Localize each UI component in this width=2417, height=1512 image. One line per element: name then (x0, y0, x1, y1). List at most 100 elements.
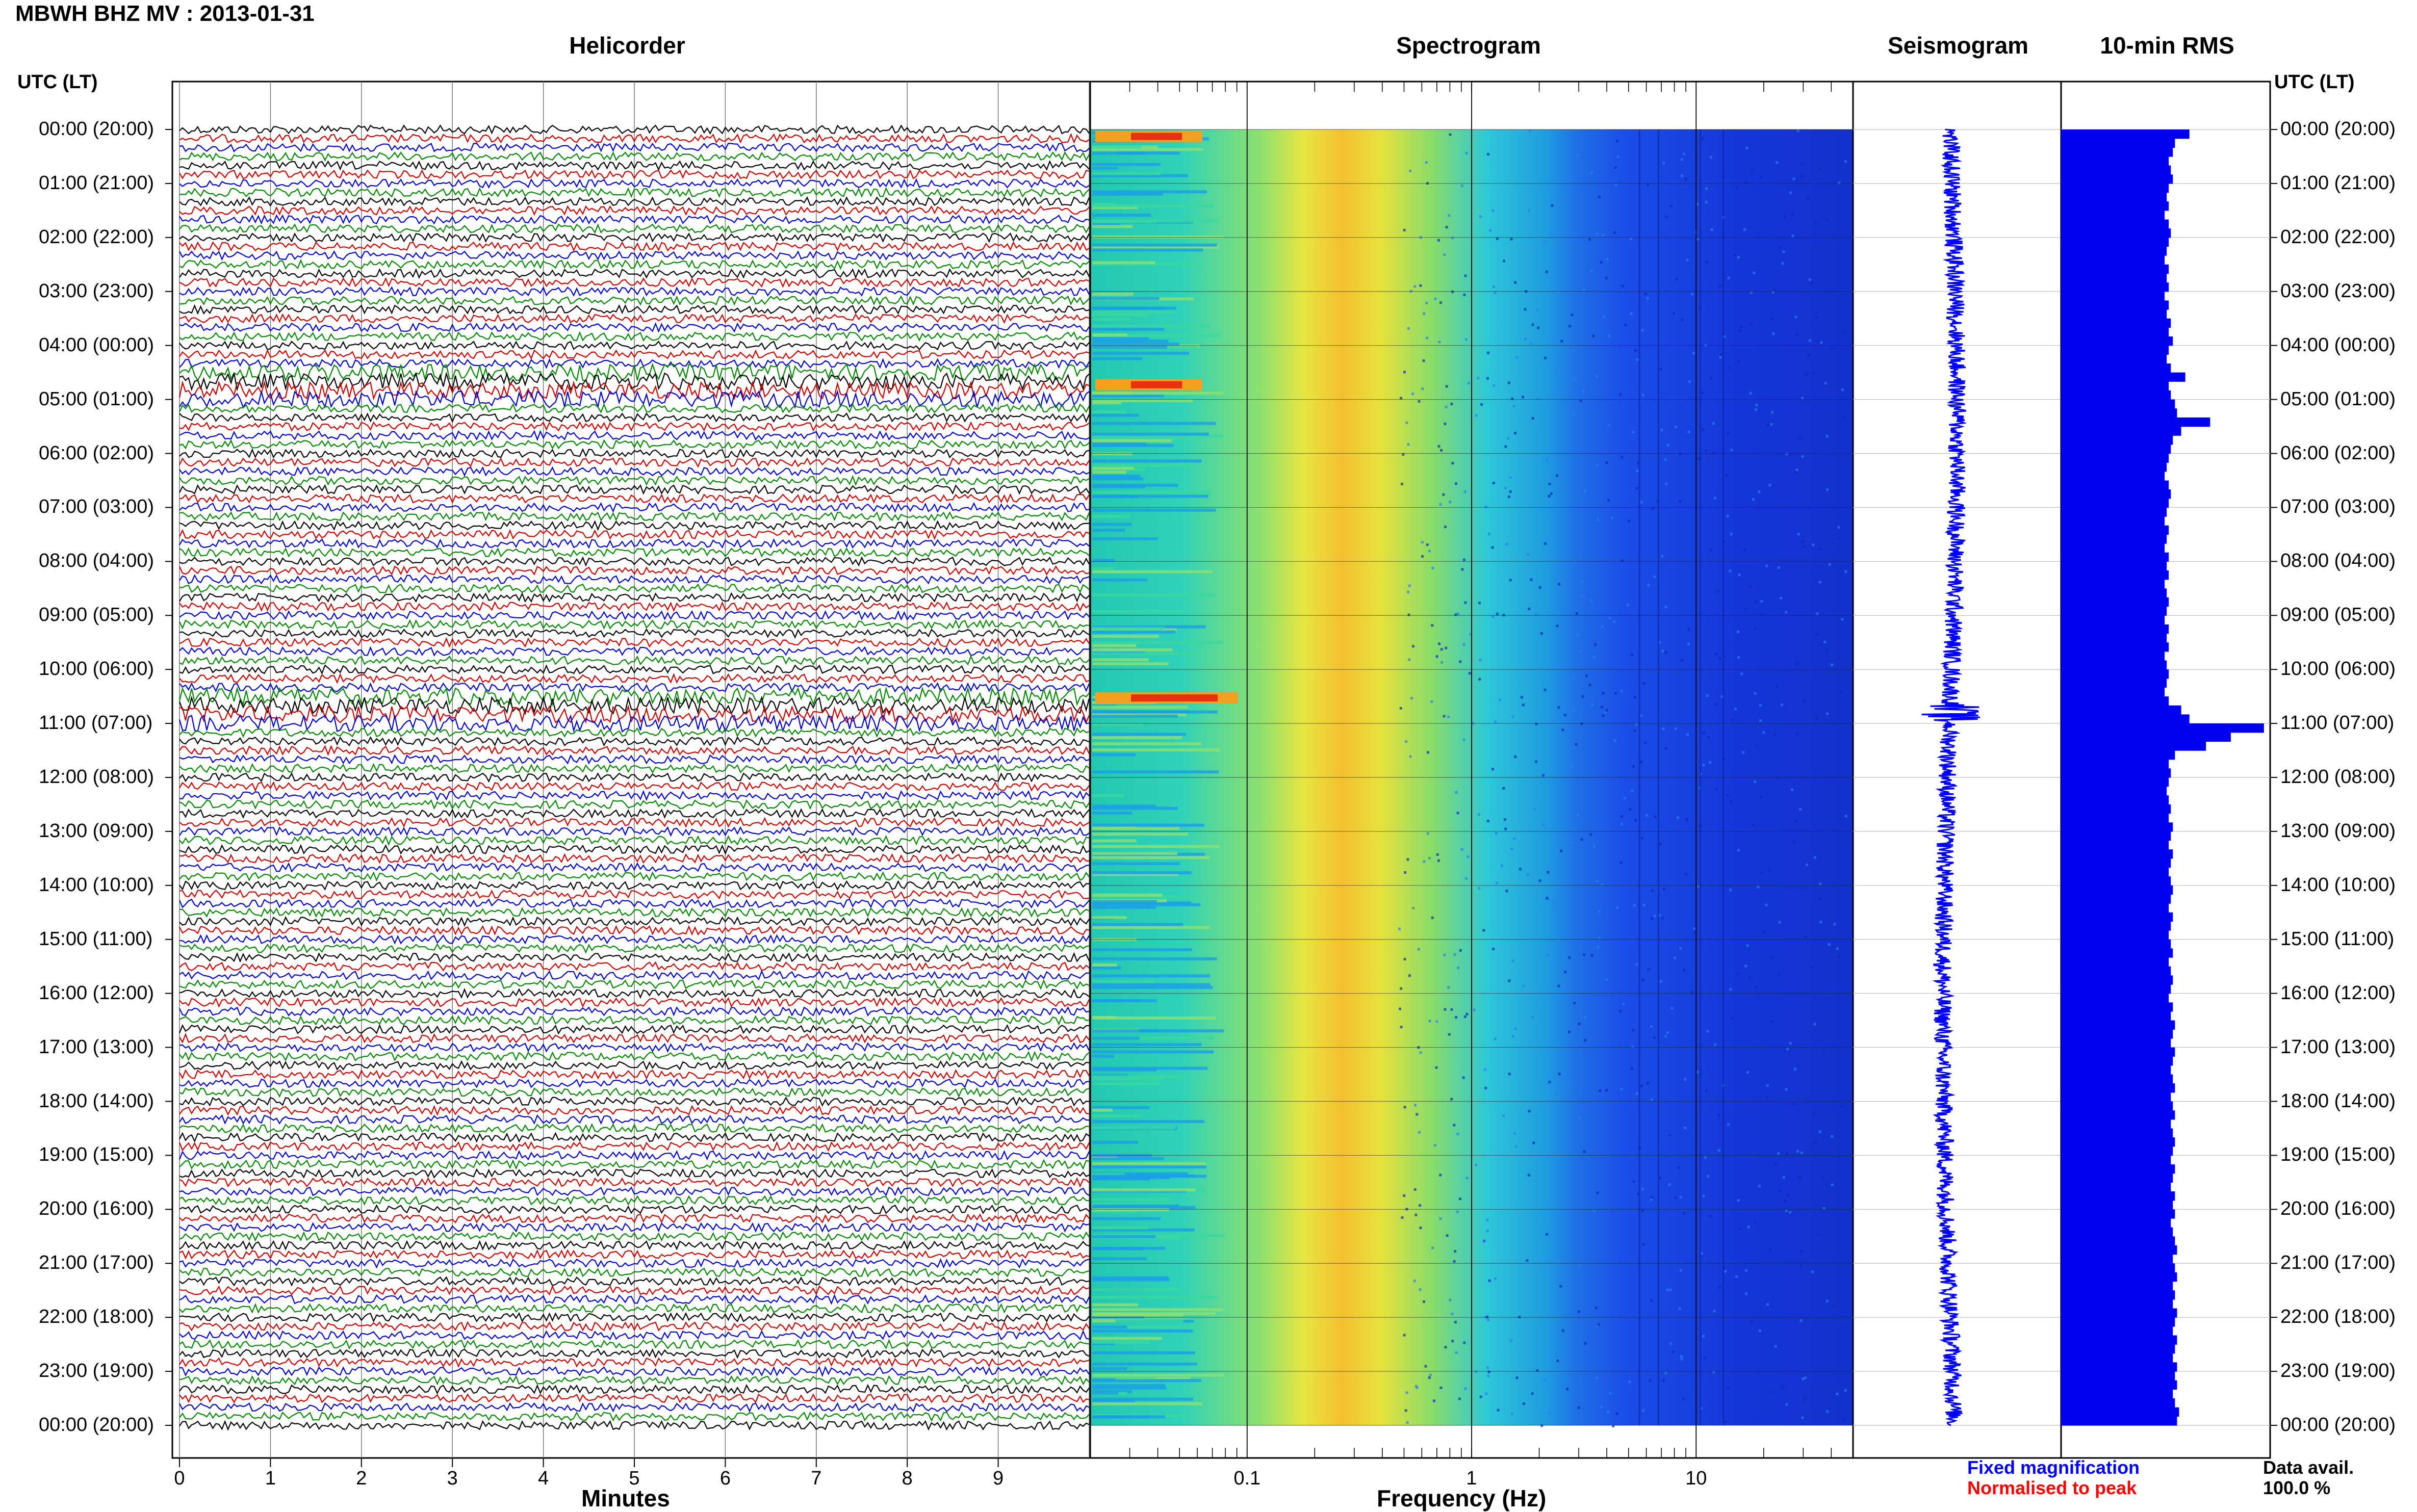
spectrogram-stripe (1092, 823, 1204, 827)
spectrogram-speckle (1531, 323, 1534, 326)
spectrogram-speckle (1424, 1365, 1427, 1368)
spectrogram-stripe (1092, 926, 1211, 929)
spectrogram-speckle (1789, 1211, 1791, 1214)
spectrogram-speckle (1702, 428, 1705, 431)
spectrogram-speckle (1590, 172, 1593, 174)
spectrogram-speckle (1608, 334, 1611, 337)
spectrogram-speckle (1714, 703, 1717, 706)
spectrogram-speckle (1564, 714, 1566, 717)
spectrogram-stripe (1092, 235, 1224, 239)
spectrogram-stripe (1092, 1197, 1170, 1201)
spectrogram-speckle (1838, 181, 1841, 185)
spectrogram-stripe (1092, 1315, 1144, 1319)
spectrogram-speckle (1744, 1269, 1747, 1272)
spectrogram-speckle (1437, 642, 1441, 645)
spectrogram-speckle (1611, 516, 1614, 519)
spectrogram-speckle (1730, 449, 1733, 452)
spectrogram-speckle (1753, 271, 1756, 274)
rms-bar (2061, 876, 2171, 886)
spectrogram-speckle (1479, 659, 1482, 662)
spectrogram-stripe (1092, 957, 1217, 960)
helicorder-trace (179, 583, 1090, 594)
spectrogram-speckle (1417, 948, 1420, 951)
spectrogram-speckle (1463, 1015, 1467, 1018)
spectrogram-stripe (1092, 1015, 1116, 1019)
spectrogram-speckle (1584, 1342, 1587, 1345)
spectrogram-stripe (1092, 1016, 1216, 1020)
time-label-left: 00:00 (20:00) (39, 1414, 155, 1436)
spectrogram-speckle (1451, 1313, 1454, 1315)
spectrogram-speckle (1726, 794, 1729, 797)
helicorder-trace (178, 1024, 1090, 1035)
spectrogram-stripe (1092, 248, 1203, 252)
spectrogram-speckle (1754, 628, 1757, 631)
spectrogram-speckle (1737, 1199, 1740, 1202)
spectrogram-speckle (1597, 946, 1600, 949)
spectrogram-speckle (1724, 1270, 1727, 1273)
spectrogram-speckle (1650, 1299, 1653, 1302)
spectrogram-speckle (1431, 624, 1434, 627)
spectrogram-speckle (1766, 1096, 1768, 1099)
spectrogram-speckle (1614, 166, 1617, 169)
spectrogram-speckle (1771, 291, 1775, 294)
spectrogram-speckle (1766, 1303, 1769, 1306)
spectrogram-event-core (1131, 694, 1218, 702)
spectrogram-speckle (1726, 515, 1729, 517)
spectrogram-speckle (1569, 325, 1572, 328)
spectrogram-speckle (1522, 703, 1525, 707)
spectrogram-speckle (1590, 270, 1593, 273)
helicorder-trace (179, 736, 1090, 747)
spectrogram-speckle (1802, 1377, 1805, 1380)
spectrogram-speckle (1680, 174, 1683, 177)
spectrogram-stripe (1092, 342, 1179, 346)
spectrogram-speckle (1750, 1320, 1753, 1323)
helicorder-trace (179, 466, 1090, 477)
rms-bar (2061, 678, 2167, 688)
spectrogram-speckle (1664, 747, 1667, 750)
helicorder-trace (179, 1213, 1090, 1224)
spectrogram-speckle (1560, 849, 1563, 852)
spectrogram-speckle (1519, 868, 1522, 871)
spectrogram-speckle (1644, 741, 1647, 744)
spectrogram-speckle (1572, 349, 1575, 352)
spectrogram-speckle (1778, 973, 1781, 976)
spectrogram-stripe (1092, 742, 1201, 746)
spectrogram-speckle (1757, 885, 1760, 889)
spectrogram-speckle (1438, 341, 1441, 344)
spectrogram-speckle (1582, 390, 1585, 393)
spectrogram-speckle (1504, 827, 1507, 830)
spectrogram-speckle (1760, 600, 1763, 603)
spectrogram-speckle (1819, 167, 1821, 170)
spectrogram-speckle (1566, 1388, 1569, 1391)
spectrogram-speckle (1803, 1398, 1806, 1401)
spectrogram-stripe (1092, 529, 1125, 532)
spectrogram-speckle (1621, 823, 1623, 826)
helicorder-trace (179, 538, 1090, 549)
spectrogram-speckle (1823, 640, 1827, 643)
spectrogram-speckle (1459, 1197, 1462, 1201)
rms-bar (2061, 903, 2169, 913)
spectrogram-stripe (1092, 980, 1155, 983)
helicorder-trace (178, 898, 1090, 909)
spectrogram-speckle (1547, 898, 1550, 901)
spectrogram-stripe (1092, 477, 1143, 481)
spectrogram-speckle (1832, 1305, 1835, 1308)
rms-bar (2061, 714, 2190, 724)
spectrogram-speckle (1738, 330, 1741, 333)
spectrogram-speckle (1456, 1210, 1459, 1213)
rms-bar (2061, 750, 2175, 760)
spectrogram-stripe (1092, 394, 1164, 398)
spectrogram-speckle (1435, 1020, 1438, 1023)
time-label-right: 04:00 (00:00) (2280, 334, 2396, 356)
rms-bar (2061, 1101, 2173, 1111)
spectrogram-speckle (1684, 177, 1687, 180)
spectrogram-speckle (1497, 1409, 1500, 1412)
rms-bar (2061, 624, 2169, 634)
spectrogram-speckle (1406, 858, 1409, 861)
spectrogram-speckle (1665, 215, 1668, 218)
spectrogram-speckle (1731, 718, 1734, 721)
rms-bar (2061, 1092, 2171, 1102)
helicorder-trace (179, 457, 1090, 468)
spectrogram-stripe (1092, 1319, 1116, 1322)
spectrogram-speckle (1651, 917, 1653, 920)
